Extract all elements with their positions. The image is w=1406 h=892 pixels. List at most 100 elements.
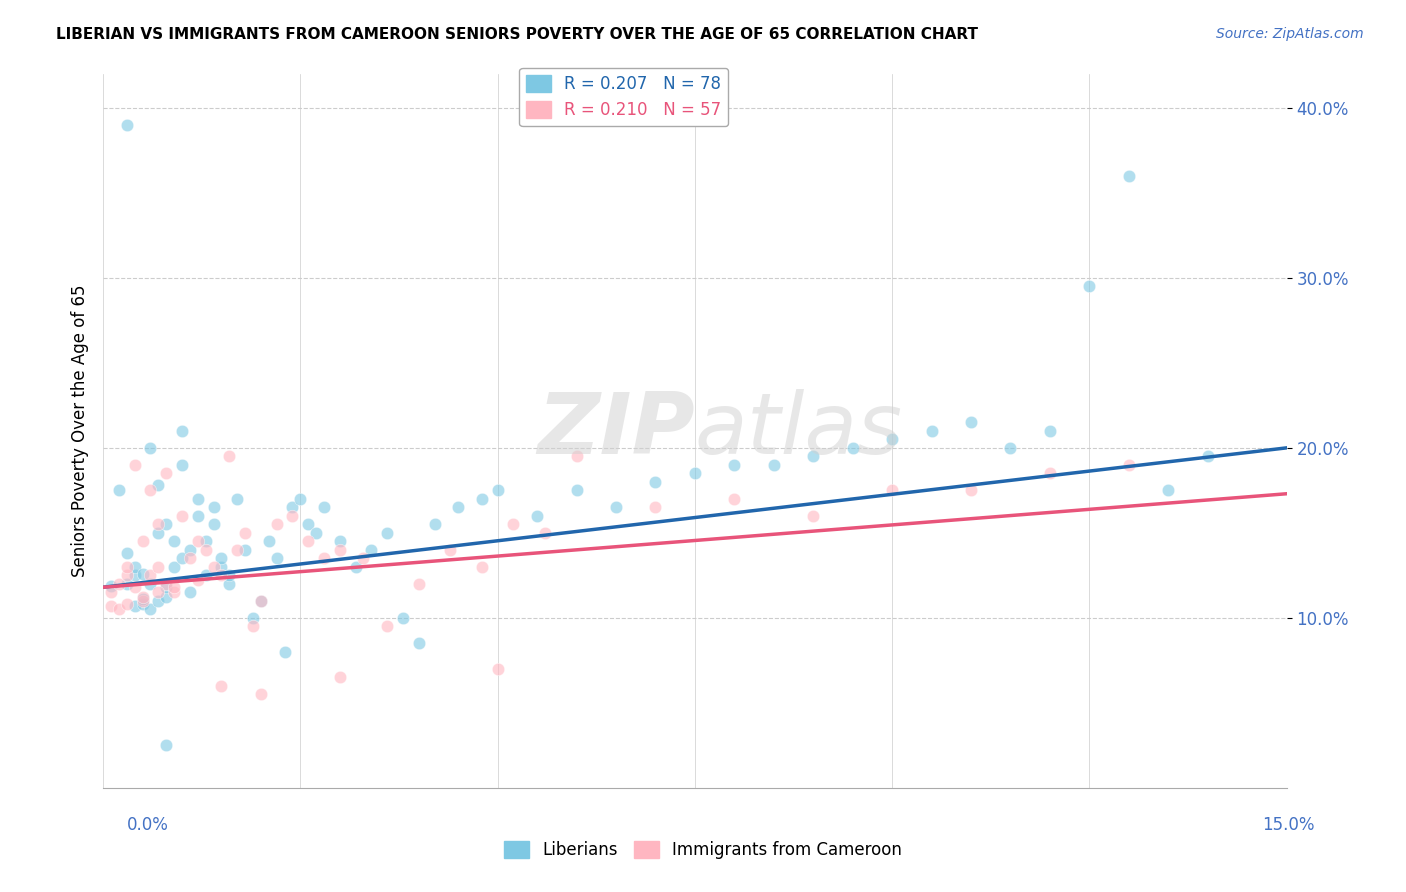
Point bbox=[163, 580, 186, 594]
Point bbox=[139, 568, 162, 582]
Point bbox=[408, 577, 430, 591]
Point bbox=[202, 500, 225, 515]
Point bbox=[526, 508, 548, 523]
Point bbox=[115, 577, 138, 591]
Point bbox=[344, 559, 367, 574]
Text: atlas: atlas bbox=[695, 390, 903, 473]
Point bbox=[447, 500, 470, 515]
Point bbox=[211, 679, 233, 693]
Point bbox=[486, 483, 509, 498]
Point bbox=[124, 599, 146, 613]
Point bbox=[471, 559, 494, 574]
Point bbox=[960, 483, 983, 498]
Point bbox=[392, 611, 415, 625]
Point bbox=[170, 458, 193, 472]
Point bbox=[723, 458, 745, 472]
Point bbox=[486, 662, 509, 676]
Point bbox=[194, 534, 217, 549]
Point bbox=[148, 525, 170, 540]
Point bbox=[202, 559, 225, 574]
Text: Source: ZipAtlas.com: Source: ZipAtlas.com bbox=[1216, 27, 1364, 41]
Point bbox=[163, 559, 186, 574]
Point bbox=[131, 592, 153, 607]
Point bbox=[170, 508, 193, 523]
Point bbox=[139, 602, 162, 616]
Point bbox=[170, 551, 193, 566]
Point bbox=[353, 551, 375, 566]
Point bbox=[115, 546, 138, 560]
Point bbox=[187, 574, 209, 588]
Point bbox=[250, 594, 273, 608]
Point bbox=[211, 551, 233, 566]
Point bbox=[375, 525, 398, 540]
Point bbox=[218, 568, 240, 582]
Point bbox=[882, 483, 904, 498]
Point bbox=[115, 118, 138, 132]
Point bbox=[218, 450, 240, 464]
Point bbox=[644, 475, 666, 489]
Legend: R = 0.207   N = 78, R = 0.210   N = 57: R = 0.207 N = 78, R = 0.210 N = 57 bbox=[519, 68, 728, 126]
Point bbox=[534, 525, 557, 540]
Point bbox=[266, 551, 288, 566]
Point bbox=[565, 483, 588, 498]
Point bbox=[108, 483, 131, 498]
Point bbox=[375, 619, 398, 633]
Point bbox=[139, 483, 162, 498]
Text: 0.0%: 0.0% bbox=[127, 815, 169, 833]
Point bbox=[108, 577, 131, 591]
Point bbox=[187, 508, 209, 523]
Point bbox=[155, 739, 177, 753]
Point bbox=[1039, 467, 1062, 481]
Point bbox=[148, 594, 170, 608]
Point bbox=[124, 580, 146, 594]
Point bbox=[801, 450, 824, 464]
Point bbox=[226, 542, 249, 557]
Point bbox=[194, 568, 217, 582]
Legend: Liberians, Immigrants from Cameroon: Liberians, Immigrants from Cameroon bbox=[496, 834, 910, 866]
Point bbox=[100, 585, 122, 599]
Point bbox=[226, 491, 249, 506]
Text: ZIP: ZIP bbox=[537, 390, 695, 473]
Point bbox=[131, 534, 153, 549]
Point bbox=[148, 478, 170, 492]
Point bbox=[266, 517, 288, 532]
Point bbox=[155, 580, 177, 594]
Text: LIBERIAN VS IMMIGRANTS FROM CAMEROON SENIORS POVERTY OVER THE AGE OF 65 CORRELAT: LIBERIAN VS IMMIGRANTS FROM CAMEROON SEN… bbox=[56, 27, 979, 42]
Point bbox=[305, 525, 328, 540]
Point bbox=[312, 500, 335, 515]
Point bbox=[1197, 450, 1219, 464]
Point bbox=[502, 517, 524, 532]
Point bbox=[179, 551, 201, 566]
Point bbox=[683, 467, 706, 481]
Point bbox=[1157, 483, 1180, 498]
Point bbox=[297, 517, 319, 532]
Point bbox=[921, 424, 943, 438]
Point bbox=[155, 577, 177, 591]
Point bbox=[131, 591, 153, 605]
Point bbox=[242, 619, 264, 633]
Point bbox=[155, 467, 177, 481]
Point bbox=[242, 611, 264, 625]
Point bbox=[211, 568, 233, 582]
Point bbox=[233, 525, 256, 540]
Point bbox=[179, 585, 201, 599]
Point bbox=[290, 491, 312, 506]
Point bbox=[131, 597, 153, 611]
Point bbox=[115, 568, 138, 582]
Text: 15.0%: 15.0% bbox=[1263, 815, 1315, 833]
Point bbox=[139, 577, 162, 591]
Point bbox=[565, 450, 588, 464]
Point bbox=[163, 534, 186, 549]
Point bbox=[131, 594, 153, 608]
Point bbox=[155, 591, 177, 605]
Point bbox=[115, 597, 138, 611]
Point bbox=[250, 594, 273, 608]
Point bbox=[605, 500, 627, 515]
Point bbox=[124, 568, 146, 582]
Point bbox=[329, 542, 352, 557]
Point bbox=[100, 599, 122, 613]
Point bbox=[179, 542, 201, 557]
Point bbox=[960, 416, 983, 430]
Point bbox=[139, 441, 162, 455]
Point bbox=[155, 517, 177, 532]
